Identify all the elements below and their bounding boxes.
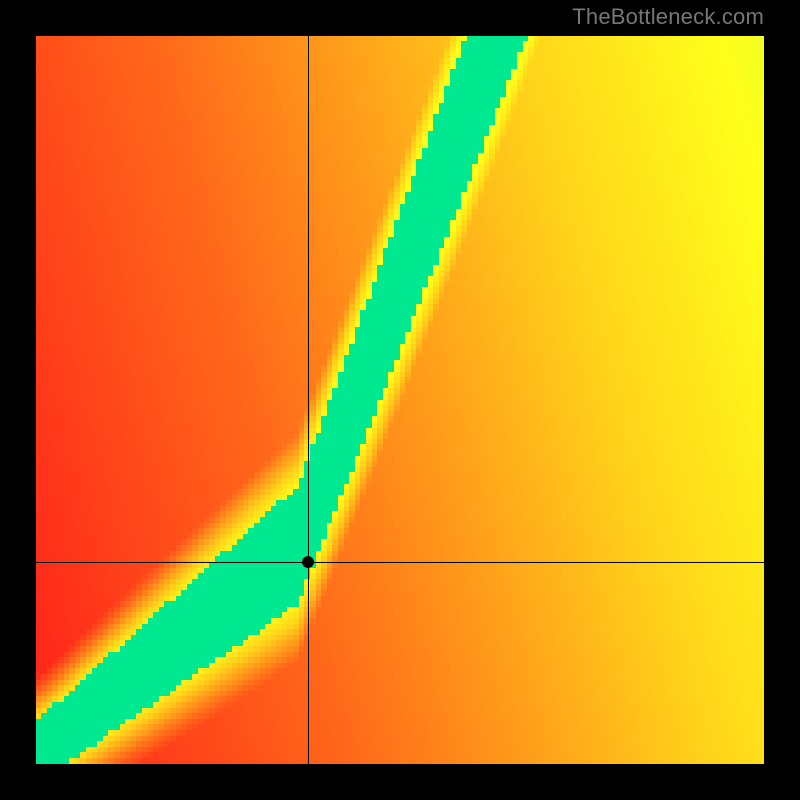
attribution-label: TheBottleneck.com <box>572 4 764 30</box>
heatmap-canvas <box>36 36 764 764</box>
chart-container: TheBottleneck.com <box>0 0 800 800</box>
heatmap-plot <box>36 36 764 764</box>
